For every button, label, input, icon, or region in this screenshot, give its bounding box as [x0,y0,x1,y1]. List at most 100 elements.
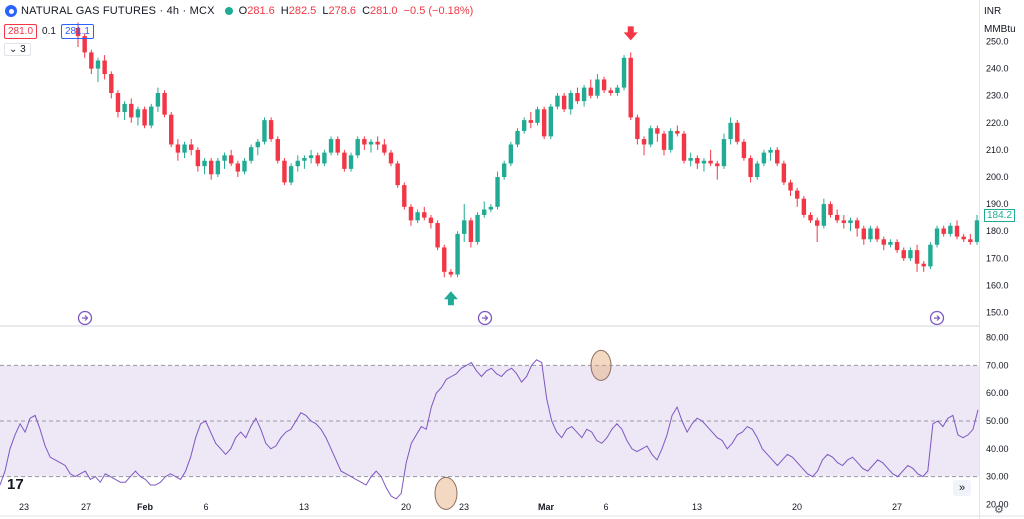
last-price-tag: 184.2 [984,209,1016,222]
price-scale[interactable]: INR MMBtu 184.2 ⚙ [979,0,1024,519]
close-label: C [362,5,371,17]
unit-label[interactable]: MMBtu [984,24,1016,35]
candle-body [928,244,933,267]
currency-label[interactable]: INR [984,6,1002,17]
candle-body [908,250,913,259]
candle-body [189,144,194,150]
down-arrow-icon [623,26,638,41]
candle-body [408,206,414,221]
candle-body [708,160,713,164]
low-label: L [322,5,329,17]
rsi-levels [0,364,980,478]
candle-body [268,120,274,140]
candle-body [362,139,367,145]
price-axis-ticks: 150.0 160.0 170.0 180.0 190.0 200.0 210.0 220.0… [986,37,1009,318]
candle-body [741,141,747,159]
candle-body [588,87,593,96]
candle-body [561,95,567,110]
candle-body [382,144,387,153]
candle-body [75,28,81,37]
candle-body [808,214,813,221]
price-tick-label: 240.0 [986,64,1009,74]
time-tick-label: 27 [892,502,902,512]
candlestick-series [75,22,980,278]
candle-body [442,247,447,272]
candle-body [335,139,340,153]
price-tick-label: 160.0 [986,280,1009,290]
indicators-toggle[interactable]: ⌄ 3 [4,43,31,56]
rsi-tick-label: 30.00 [986,472,1009,482]
candle-body [228,155,234,164]
market-status-icon[interactable] [224,7,233,15]
signal-markers [443,26,638,306]
buy-button[interactable]: 281.1 [60,24,94,39]
time-tick-label: 27 [81,502,91,512]
candle-body [701,160,707,164]
change-value: −0.5 (−0.18%) [403,5,474,17]
candle-body [901,250,906,259]
rsi-tick-label: 60.00 [986,388,1009,398]
symbol-logo-icon[interactable] [5,5,17,17]
time-tick-label: 23 [459,502,469,512]
candle-body [881,239,886,245]
open-label: O [238,5,248,17]
price-tick-label: 210.0 [986,145,1009,155]
candle-body [921,263,926,267]
candle-body [648,128,653,145]
candle-body [375,141,380,145]
candle-body [528,120,534,123]
dividend-arrow [934,315,941,321]
candle-body [155,93,161,107]
candle-body [801,198,807,215]
candle-body [655,128,660,134]
candle-body [894,242,900,251]
candle-body [388,152,394,164]
candle-body [781,163,787,183]
candle-body [961,236,966,240]
symbol-title[interactable]: NATURAL GAS FUTURES · 4h · MCX [21,5,215,17]
candle-body [508,144,514,164]
time-axis-ticks: 23 27 Feb 6 13 20 23 Mar 6 13 20 27 [19,502,902,512]
candle-body [302,158,307,161]
time-tick-label: 6 [203,502,208,512]
low-value: 278.6 [328,5,356,17]
candle-body [348,155,354,169]
candle-body [541,109,547,137]
candle-body [761,152,767,164]
rsi-axis-ticks: 20.00 30.00 40.00 50.00 60.00 70.00 80.00 [986,333,1009,510]
settings-gear-icon[interactable]: ⚙ [994,504,1004,516]
candle-body [974,220,980,243]
candle-body [169,114,174,145]
candle-body [608,90,613,94]
candle-body [455,233,460,275]
candle-body [768,149,773,153]
rsi-tick-label: 50.00 [986,416,1009,426]
collapse-icon: ⌄ [9,44,18,55]
candle-body [861,228,866,240]
candle-body [462,220,467,234]
price-tick-label: 250.0 [986,37,1009,47]
candle-body [135,109,141,118]
event-markers[interactable] [77,310,945,326]
time-tick-label: Feb [137,502,154,512]
candle-body [89,52,94,69]
candle-body [142,109,147,126]
tradingview-logo[interactable]: 17 [7,476,24,493]
sell-button[interactable]: 281.0 [4,24,38,39]
candle-body [968,239,973,243]
dividend-arrow [82,315,89,321]
price-tick-label: 200.0 [986,172,1009,182]
candle-body [668,130,673,150]
candle-body [308,155,314,159]
scroll-to-realtime-button[interactable]: » [953,480,971,496]
candle-body [954,225,960,237]
candle-body [255,141,260,148]
candle-body [195,149,201,167]
candle-body [295,160,300,167]
candle-body [834,214,840,221]
candle-body [395,163,400,186]
time-tick-label: 20 [792,502,802,512]
candle-body [342,152,347,169]
candle-body [428,217,434,224]
